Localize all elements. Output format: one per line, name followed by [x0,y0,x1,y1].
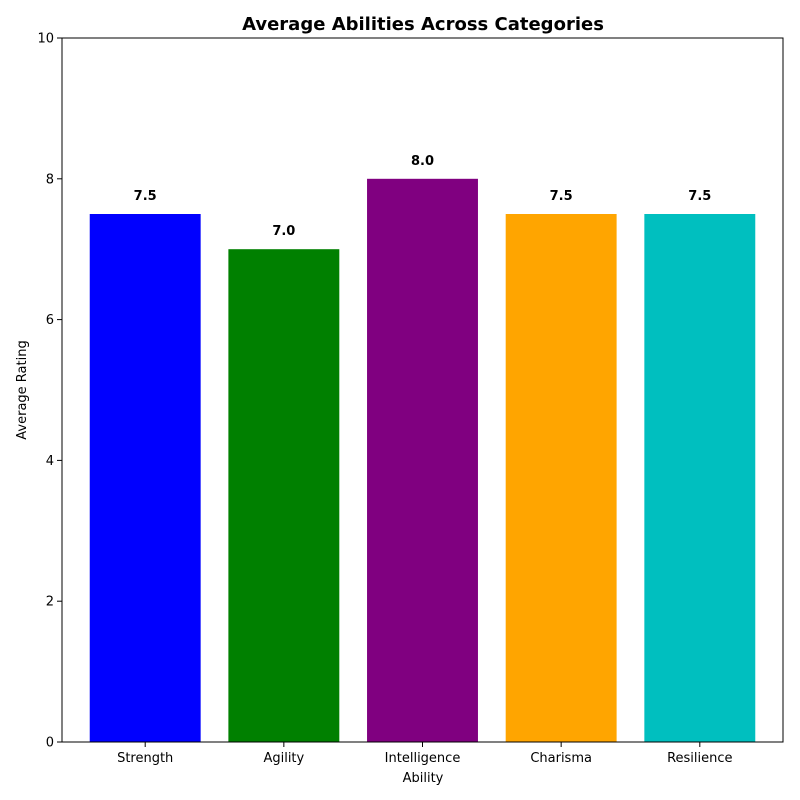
bar-value-label: 7.5 [688,189,711,204]
chart-title: Average Abilities Across Categories [242,14,604,35]
y-tick-label: 8 [46,172,54,187]
bar-value-label: 8.0 [411,154,434,169]
plot-frame [61,37,784,743]
bars-group: 7.5 7.0 8.0 7.5 7.5 [89,154,756,743]
x-tick-label: Resilience [667,751,732,766]
y-tick-label: 10 [37,32,54,47]
y-axis-label: Average Rating [15,340,30,439]
x-tick-label: Strength [117,751,173,766]
bar-charisma [505,214,617,742]
bar-value-label: 7.0 [272,224,295,239]
x-tick-label: Agility [263,751,304,766]
bar-value-label: 7.5 [134,189,157,204]
x-tick-label: Intelligence [385,751,461,766]
y-axis: 0 2 4 6 8 10 [37,32,62,751]
y-tick-label: 0 [46,736,54,751]
y-tick-label: 2 [46,595,54,610]
y-tick-label: 6 [46,313,54,328]
x-tick-label: Charisma [530,751,592,766]
y-tick-label: 4 [46,454,54,469]
bar-intelligence [367,178,478,743]
bar-value-label: 7.5 [550,189,573,204]
bar-agility [228,249,340,742]
x-axis: Strength Agility Intelligence Charisma Resil… [117,742,733,766]
bar-resilience [644,214,756,742]
bar-strength [89,214,201,742]
x-axis-label: Ability [403,771,444,786]
